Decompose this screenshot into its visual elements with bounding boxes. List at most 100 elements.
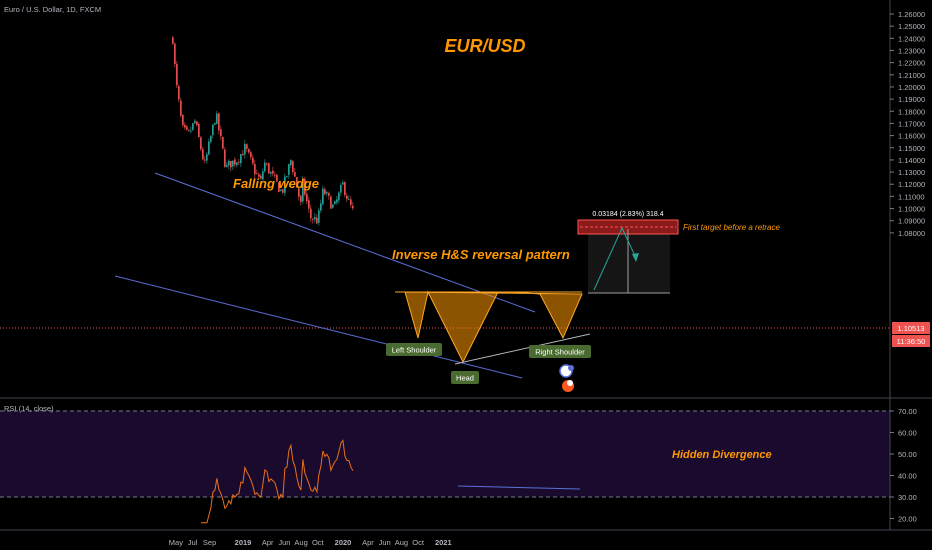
projection-box [588, 228, 670, 293]
candle-body [304, 178, 306, 195]
candle-body [204, 159, 206, 161]
candle-body [296, 177, 298, 188]
candle-body [318, 210, 320, 223]
candle-body [194, 120, 196, 124]
candle-body [222, 136, 224, 149]
candle-body [258, 174, 260, 177]
price-tick-label: 1.20000 [898, 83, 925, 92]
price-axis: 1.26000 1.25000 1.24000 1.23000 1.22000 1.210… [890, 10, 925, 238]
candle-body [234, 159, 236, 165]
candle-body [184, 124, 186, 128]
inverse-hs-label: Inverse H&S reversal pattern [392, 247, 570, 262]
candle-body [314, 217, 316, 220]
rsi-line [200, 439, 354, 524]
rsi-tick-label: 20.00 [898, 515, 917, 524]
head-text: Head [456, 374, 474, 383]
rsi-tick-label: 60.00 [898, 429, 917, 438]
price-tick-label: 1.13000 [898, 168, 925, 177]
candle-body [198, 123, 200, 138]
price-tick-label: 1.17000 [898, 119, 925, 128]
candle-body [188, 130, 190, 131]
time-axis: May Jul Sep 2019 Apr Jun Aug Oct 2020 Apr Jun Aug Oc… [169, 538, 452, 547]
time-tick-label: Jul [188, 538, 198, 547]
candle-body [350, 199, 352, 205]
candle-body [212, 124, 214, 136]
price-pane [0, 0, 890, 398]
time-tick-label: 2021 [435, 538, 452, 547]
price-tick-label: 1.08000 [898, 229, 925, 238]
falling-wedge-label: Falling wedge [233, 176, 319, 191]
right-shoulder-text: Right Shoulder [535, 348, 585, 357]
candle-body [352, 205, 354, 209]
candle-body [338, 192, 340, 201]
candle-body [292, 161, 294, 172]
candle-body [302, 178, 304, 202]
head-tag: Head [451, 371, 479, 384]
countdown-value: 11:36:50 [897, 337, 926, 346]
candle-body [178, 86, 180, 100]
candle-body [280, 189, 282, 191]
chart-title: EUR/USD [444, 36, 525, 56]
candle-body [294, 172, 296, 177]
price-tick-label: 1.18000 [898, 107, 925, 116]
candle-body [176, 63, 178, 86]
candle-body [236, 162, 238, 166]
price-tick-label: 1.11000 [898, 192, 925, 201]
candle-body [278, 182, 280, 193]
candle-body [316, 217, 318, 224]
candle-body [274, 174, 276, 176]
candle-body [244, 144, 246, 155]
current-price-badge [892, 322, 930, 334]
rsi-pane-background [0, 411, 890, 497]
wedge-upper-line [154, 172, 536, 313]
rsi-tick-label: 70.00 [898, 407, 917, 416]
projection-arrow [632, 253, 639, 262]
candle-body [282, 189, 284, 193]
candle-body [328, 192, 330, 196]
time-tick-label: Jun [278, 538, 290, 547]
time-tick-label: Oct [312, 538, 325, 547]
candle-body [256, 173, 258, 175]
candle-body [284, 176, 286, 193]
candle-body [342, 182, 344, 185]
candle-body [260, 175, 262, 179]
price-tick-label: 1.10000 [898, 205, 925, 214]
event-marker-icon[interactable] [559, 364, 574, 378]
time-tick-label: Jun [379, 538, 391, 547]
time-tick-label: Apr [262, 538, 274, 547]
wedge-lower-line [114, 275, 523, 379]
candle-body [254, 164, 256, 175]
time-tick-label: Oct [412, 538, 425, 547]
price-tick-label: 1.21000 [898, 71, 925, 80]
rsi-label: RSI (14, close) [4, 404, 54, 413]
candle-body [248, 149, 250, 153]
rsi-tick-label: 40.00 [898, 472, 917, 481]
dividend-marker-icon[interactable] [562, 380, 574, 392]
candle-body [272, 170, 274, 174]
price-tick-label: 1.14000 [898, 156, 925, 165]
candle-body [276, 174, 278, 182]
candle-body [250, 152, 252, 158]
candle-body [196, 121, 198, 126]
candle-body [224, 149, 226, 167]
candle-body [334, 201, 336, 205]
time-tick-label: Aug [294, 538, 307, 547]
candle-body [320, 203, 322, 211]
time-tick-label: 2020 [335, 538, 352, 547]
candle-body [310, 208, 312, 219]
candle-body [186, 126, 188, 130]
candle-body [286, 175, 288, 177]
price-tick-label: 1.15000 [898, 144, 925, 153]
candle-body [228, 160, 230, 166]
time-tick-label: Aug [395, 538, 408, 547]
candle-body [202, 149, 204, 160]
countdown-badge [892, 335, 930, 347]
candle-body [226, 164, 228, 167]
candle-body [206, 154, 208, 161]
hs-support-line [454, 333, 591, 365]
candle-body [216, 113, 218, 124]
candle-body [190, 130, 192, 132]
price-tick-label: 1.16000 [898, 132, 925, 141]
hidden-divergence-label: Hidden Divergence [672, 449, 772, 461]
